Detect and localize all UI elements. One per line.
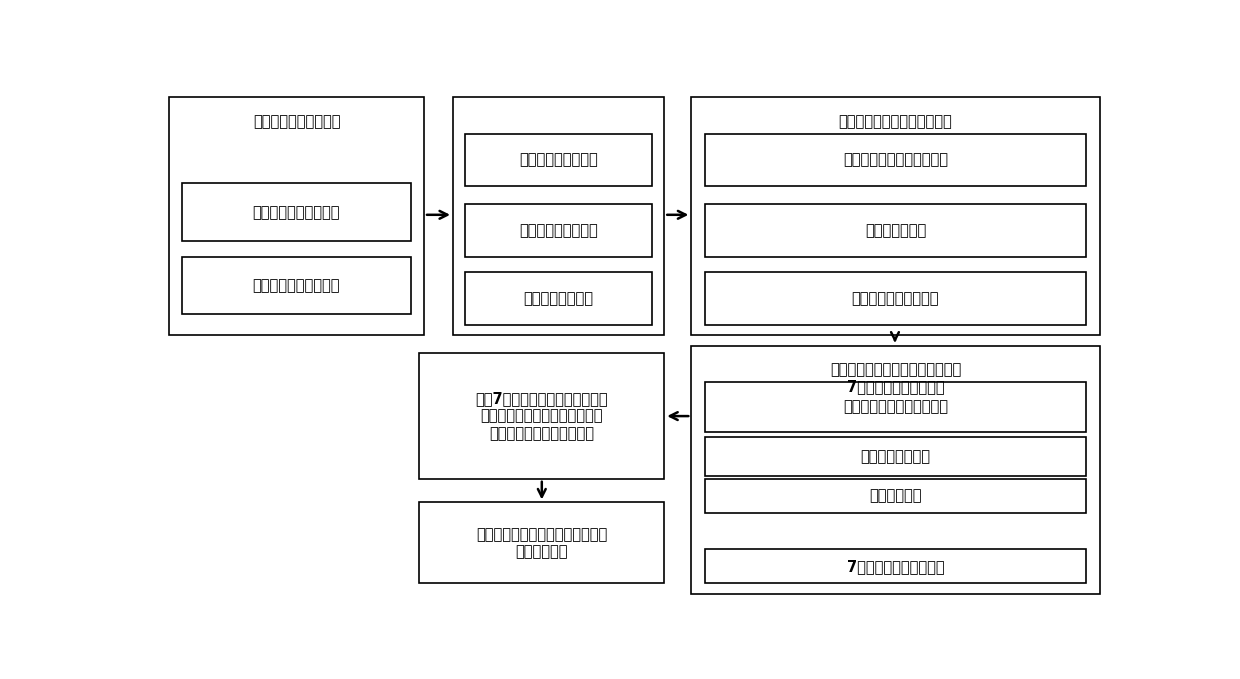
Text: 复合序网等效计算模型: 复合序网等效计算模型 — [852, 291, 939, 306]
Bar — [170, 97, 424, 335]
Bar — [182, 257, 410, 314]
Text: 计算各线路的正序电流、负序电流
以及零序电流: 计算各线路的正序电流、负序电流 以及零序电流 — [476, 527, 608, 559]
Text: 不对称线路的补偿电路: 不对称线路的补偿电路 — [253, 204, 340, 220]
Text: 受控源移相处理: 受控源移相处理 — [864, 223, 926, 238]
Bar — [419, 502, 665, 583]
Bar — [704, 382, 1086, 432]
Text: 求解7节点简化线性模型，得到变
电站母线以及故障端口的正序电
压、负序电压以及零序电压: 求解7节点简化线性模型，得到变 电站母线以及故障端口的正序电 压、负序电压以及零… — [475, 391, 608, 441]
Text: 简化复合序网等效计算模型，得到
7节点简化线性计算模型: 简化复合序网等效计算模型，得到 7节点简化线性计算模型 — [830, 362, 961, 394]
Text: 7节点简化线性计算模型: 7节点简化线性计算模型 — [847, 559, 945, 574]
Bar — [704, 272, 1086, 325]
Bar — [691, 97, 1100, 335]
Bar — [704, 204, 1086, 257]
Bar — [704, 437, 1086, 476]
Bar — [465, 272, 652, 325]
Bar — [704, 549, 1086, 583]
Text: 对馈线进行简化处理: 对馈线进行简化处理 — [520, 152, 598, 168]
Text: 不平衡负荷的补偿电路: 不平衡负荷的补偿电路 — [253, 278, 340, 293]
Bar — [419, 353, 665, 479]
Bar — [465, 134, 652, 186]
Bar — [704, 479, 1086, 513]
Bar — [453, 97, 665, 335]
Bar — [465, 204, 652, 257]
Text: 不平衡元件的补偿处理: 不平衡元件的补偿处理 — [253, 114, 341, 129]
Bar — [691, 346, 1100, 594]
Text: 阻抗类以及导纳类元件处理: 阻抗类以及导纳类元件处理 — [843, 152, 947, 168]
Text: 并联补偿电路整合: 并联补偿电路整合 — [861, 449, 930, 464]
Text: 非故障馈线简化处理: 非故障馈线简化处理 — [520, 223, 598, 238]
Text: 并联导纳合并: 并联导纳合并 — [869, 488, 921, 503]
Bar — [182, 183, 410, 241]
Text: 故障馈线简化处理: 故障馈线简化处理 — [523, 291, 594, 306]
Text: 不同相故障下的序网移相处理: 不同相故障下的序网移相处理 — [838, 114, 952, 129]
Bar — [704, 134, 1086, 186]
Text: 故障馈线串联补偿部分等值: 故障馈线串联补偿部分等值 — [843, 399, 947, 414]
